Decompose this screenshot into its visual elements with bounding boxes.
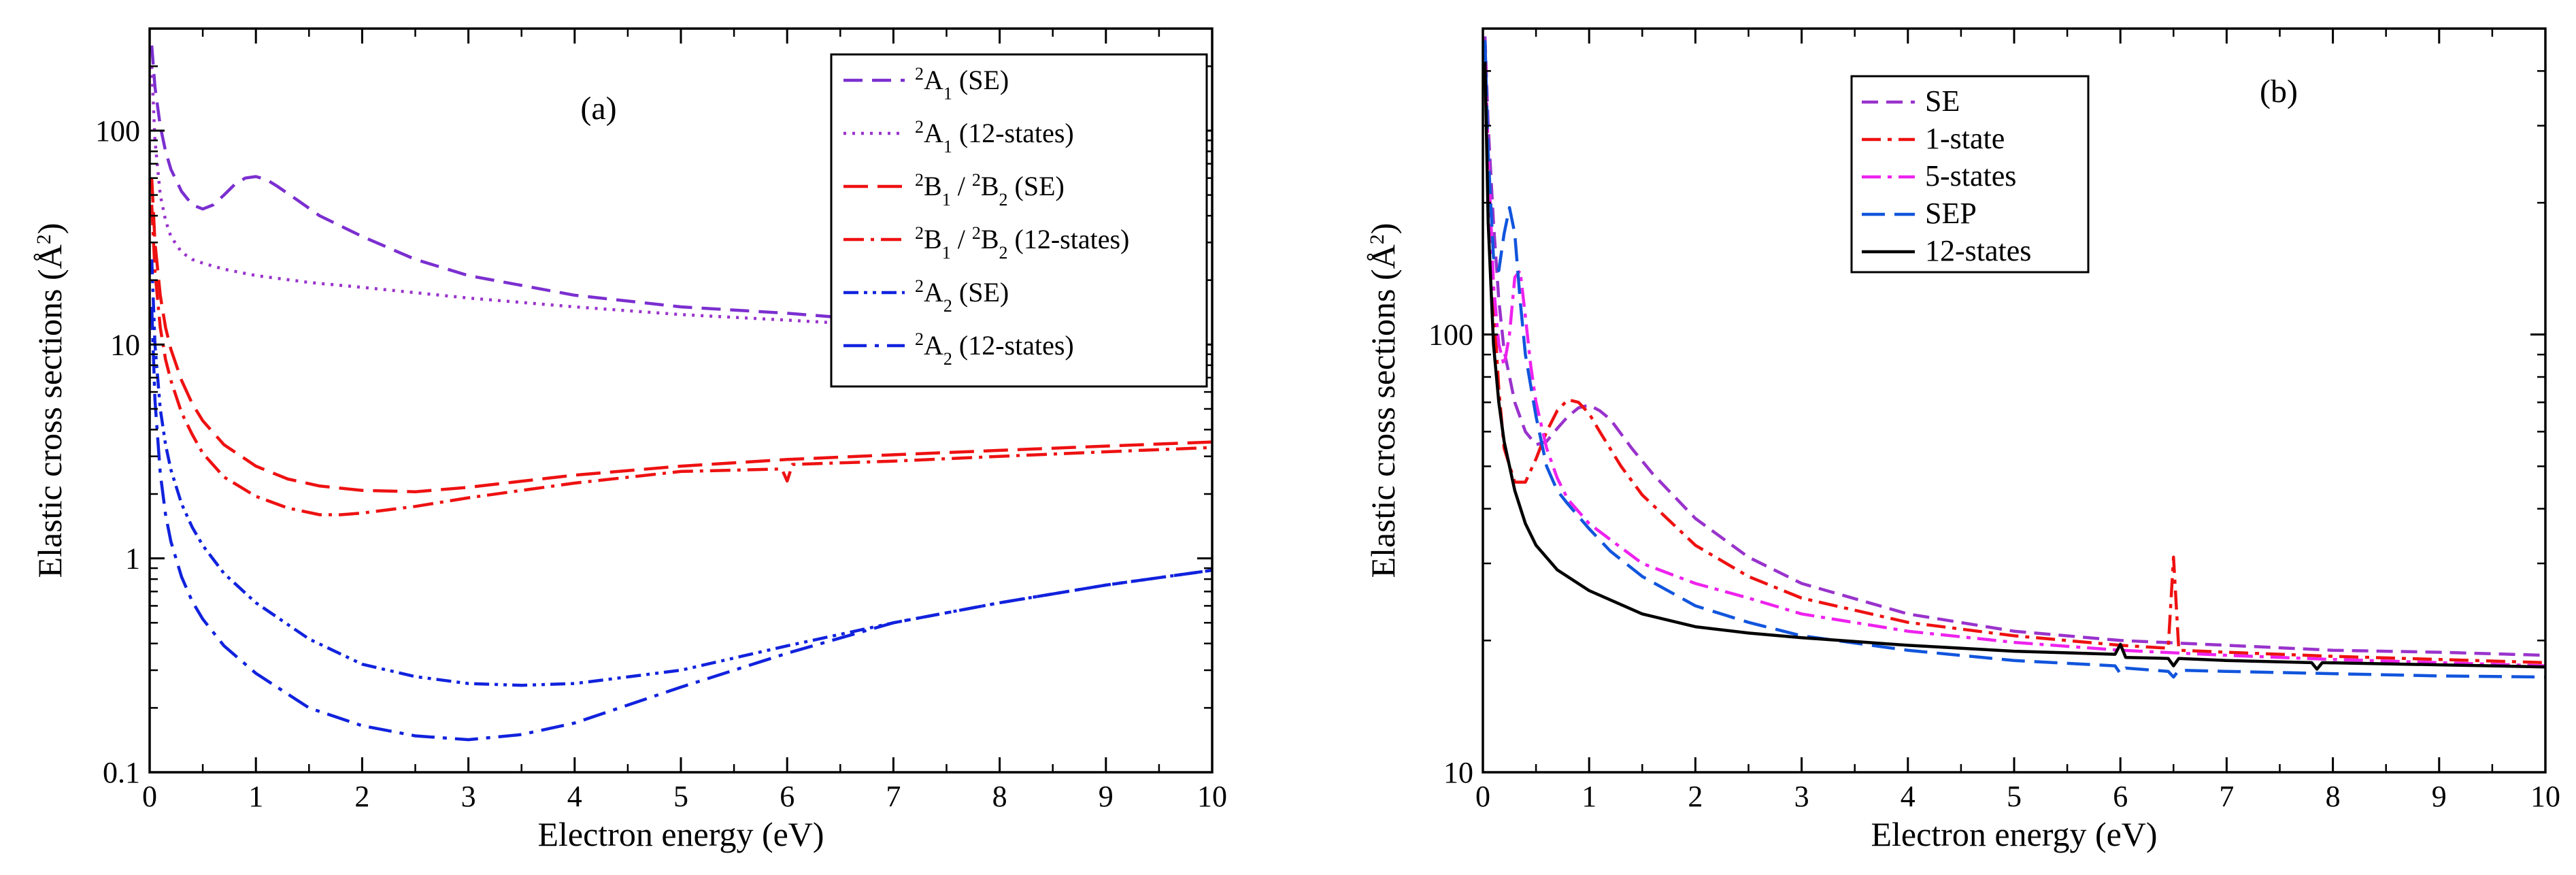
legend-box [1850,75,2090,274]
x-tick-label: 1 [248,780,263,813]
x-tick-label: 0 [142,780,157,813]
y-tick-label: 10 [110,328,140,361]
series-line-4 [150,204,1212,516]
x-tick-label: 0 [1475,780,1490,813]
x-axis: 0 1 2 3 4 5 6 7 8 9 10 [142,29,1227,813]
panel-label: (a) [580,90,616,127]
legend-entry-5: 2A2 (SE) [915,276,1009,316]
y-axis: 0.1 1 10 100 [95,27,1212,789]
y-tick-label: 1 [125,542,140,576]
legend-entry-2: 1-state [1925,122,2005,155]
x-tick-label: 7 [2219,780,2234,813]
series-line-1 [1483,36,2545,657]
x-tick-label: 10 [2530,780,2560,813]
panel-a: 0 1 2 3 4 5 6 7 8 9 10 0.1 1 10 100 Electron energy (eV… [31,27,1227,853]
y-axis-label: Elastic cross sections (Å2) [31,223,69,578]
panel-label: (b) [2260,73,2298,110]
legend-entry-4: 2B1 / 2B2 (12-states) [915,223,1129,263]
series-group [150,45,1212,742]
legend-entry-3: 5-states [1925,159,2016,193]
y-axis-label: Elastic cross sections (Å2) [1364,223,1402,578]
series-line-5 [1483,61,2545,671]
series-line-3 [1483,40,2545,667]
legend-entry-5: 12-states [1925,234,2031,267]
x-tick-label: 4 [1901,780,1916,813]
legend-entry-4: SEP [1925,197,1977,230]
x-tick-label: 7 [886,780,901,813]
legend-entry-6: 2A2 (12-states) [915,329,1074,369]
x-tick-label: 4 [567,780,582,813]
x-axis-label: Electron energy (eV) [537,815,824,853]
y-tick-label: 0.1 [103,756,140,789]
x-tick-label: 1 [1582,780,1596,813]
series-line-5 [150,259,1212,687]
x-tick-label: 2 [1688,780,1703,813]
x-tick-label: 6 [2113,780,2128,813]
y-tick-label: 100 [1428,318,1473,352]
x-tick-label: 3 [1794,780,1809,813]
y-axis: 10 100 [1428,27,2545,789]
x-tick-label: 8 [2326,780,2341,813]
x-tick-label: 2 [354,780,369,813]
legend: 2A1 (SE) 2A1 (12-states) 2B1 / 2B2 (SE) 2B1… [830,53,1208,388]
y-tick-label: 100 [95,114,140,148]
legend-entry-3: 2B1 / 2B2 (SE) [915,170,1065,210]
legend-entry-1: 2A1 (SE) [915,64,1009,103]
legend-box [830,53,1208,388]
x-tick-label: 9 [2432,780,2447,813]
x-tick-label: 10 [1197,780,1227,813]
panel-b: 0 1 2 3 4 5 6 7 8 9 10 10 100 Electron energy (eV) Ela… [1364,27,2560,853]
x-tick-label: 3 [461,780,476,813]
x-axis-label: Electron energy (eV) [1871,815,2157,853]
x-tick-label: 6 [780,780,794,813]
x-tick-label: 5 [2007,780,2022,813]
legend-entry-2: 2A1 (12-states) [915,117,1074,156]
x-tick-label: 5 [673,780,688,813]
legend: SE 1-state 5-states SEP 12-states [1850,75,2090,274]
x-tick-label: 8 [992,780,1007,813]
y-tick-label: 10 [1443,756,1473,789]
x-axis: 0 1 2 3 4 5 6 7 8 9 10 [1475,29,2560,813]
legend-entry-1: SE [1925,84,1960,118]
x-tick-label: 9 [1099,780,1114,813]
series-line-4 [1483,40,2545,679]
series-line-6 [150,306,1212,742]
series-group [1483,36,2545,679]
